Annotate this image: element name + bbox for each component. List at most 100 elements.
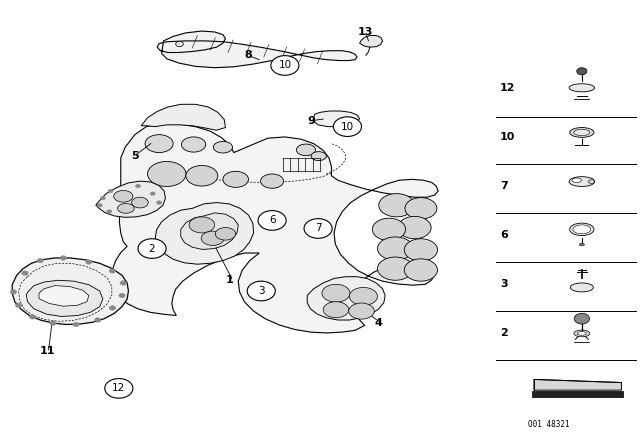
Ellipse shape: [215, 228, 236, 240]
Circle shape: [37, 258, 44, 263]
Ellipse shape: [349, 288, 378, 305]
Ellipse shape: [405, 198, 437, 219]
Circle shape: [136, 184, 141, 188]
Text: 2: 2: [500, 328, 508, 338]
Ellipse shape: [114, 190, 133, 202]
Circle shape: [304, 219, 332, 238]
Circle shape: [271, 56, 299, 75]
Ellipse shape: [574, 330, 590, 337]
Ellipse shape: [372, 218, 406, 241]
Text: 7: 7: [500, 181, 508, 191]
Circle shape: [109, 306, 116, 310]
Ellipse shape: [570, 128, 594, 138]
Polygon shape: [113, 124, 438, 333]
Circle shape: [100, 196, 106, 200]
Ellipse shape: [260, 174, 284, 188]
Ellipse shape: [189, 217, 214, 233]
Circle shape: [50, 321, 56, 325]
Ellipse shape: [323, 302, 349, 318]
Text: 8: 8: [244, 50, 252, 60]
Circle shape: [95, 318, 101, 322]
Circle shape: [120, 281, 127, 285]
Polygon shape: [157, 31, 357, 68]
Circle shape: [108, 189, 113, 193]
Polygon shape: [180, 213, 238, 250]
Polygon shape: [534, 379, 621, 390]
Polygon shape: [156, 202, 253, 264]
Polygon shape: [141, 104, 225, 130]
Text: O01 48321: O01 48321: [528, 419, 570, 429]
Polygon shape: [12, 258, 129, 324]
Ellipse shape: [132, 197, 148, 208]
Ellipse shape: [404, 239, 438, 261]
Ellipse shape: [311, 152, 326, 160]
Text: 6: 6: [500, 230, 508, 240]
Ellipse shape: [145, 135, 173, 152]
Circle shape: [107, 210, 112, 213]
Polygon shape: [39, 286, 89, 306]
Text: 3: 3: [500, 279, 508, 289]
Ellipse shape: [588, 180, 595, 183]
Text: 6: 6: [269, 215, 275, 225]
Text: 1: 1: [225, 275, 233, 285]
Text: 4: 4: [375, 318, 383, 328]
Circle shape: [157, 201, 162, 204]
Ellipse shape: [186, 165, 218, 186]
Ellipse shape: [378, 257, 413, 280]
Text: 2: 2: [148, 244, 156, 254]
Text: 9: 9: [308, 116, 316, 126]
Circle shape: [15, 303, 22, 307]
Ellipse shape: [569, 84, 595, 92]
Circle shape: [574, 313, 589, 324]
Circle shape: [29, 314, 36, 319]
Text: 10: 10: [341, 122, 354, 132]
Circle shape: [97, 203, 102, 207]
Text: 12: 12: [500, 83, 516, 93]
Text: 5: 5: [131, 151, 139, 161]
Ellipse shape: [572, 178, 582, 182]
Ellipse shape: [201, 231, 224, 246]
Circle shape: [60, 256, 67, 260]
Circle shape: [247, 281, 275, 301]
Ellipse shape: [574, 129, 590, 136]
Ellipse shape: [398, 216, 431, 239]
Circle shape: [150, 192, 156, 195]
Ellipse shape: [148, 161, 186, 186]
Circle shape: [258, 211, 286, 230]
Circle shape: [175, 41, 183, 47]
Polygon shape: [360, 35, 383, 47]
Ellipse shape: [322, 284, 350, 302]
Ellipse shape: [573, 225, 591, 234]
Ellipse shape: [570, 223, 594, 236]
Circle shape: [333, 117, 362, 137]
Ellipse shape: [569, 177, 595, 186]
Ellipse shape: [181, 137, 205, 152]
Text: 3: 3: [258, 286, 264, 296]
Text: 10: 10: [500, 132, 515, 142]
Text: 10: 10: [278, 60, 291, 70]
Ellipse shape: [579, 243, 584, 246]
Polygon shape: [314, 111, 360, 127]
Circle shape: [109, 269, 116, 273]
Circle shape: [577, 68, 587, 75]
Ellipse shape: [570, 283, 593, 292]
Circle shape: [105, 379, 133, 398]
Text: 11: 11: [40, 346, 55, 356]
Polygon shape: [96, 181, 166, 217]
Ellipse shape: [349, 303, 374, 319]
Ellipse shape: [378, 237, 413, 260]
Circle shape: [22, 271, 28, 276]
Ellipse shape: [577, 332, 586, 335]
Text: 13: 13: [358, 27, 373, 37]
Ellipse shape: [296, 144, 316, 155]
Ellipse shape: [379, 194, 415, 217]
Ellipse shape: [404, 259, 438, 281]
Circle shape: [86, 260, 92, 264]
Circle shape: [10, 290, 17, 294]
Circle shape: [73, 322, 79, 327]
Ellipse shape: [223, 171, 248, 187]
Ellipse shape: [213, 142, 232, 153]
Ellipse shape: [118, 203, 134, 213]
Polygon shape: [532, 392, 623, 397]
Polygon shape: [307, 277, 385, 320]
